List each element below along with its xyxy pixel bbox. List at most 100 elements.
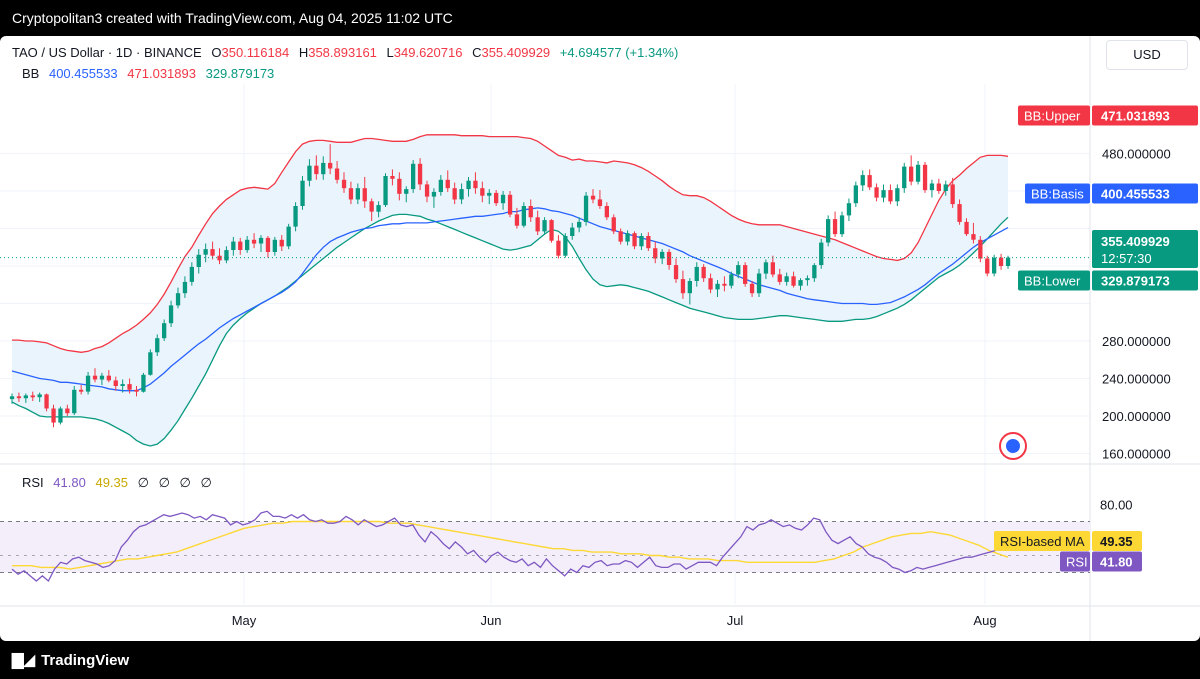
candle-body xyxy=(846,203,852,216)
price-tick-label: 240.000000 xyxy=(1102,372,1171,387)
candle-body xyxy=(666,251,672,265)
candle-body xyxy=(936,183,941,191)
candle-body xyxy=(362,188,367,202)
candle-body xyxy=(895,188,900,202)
current-price-value: 355.409929 xyxy=(1101,234,1170,249)
candle-body xyxy=(85,375,91,392)
candle-body xyxy=(909,166,914,182)
currency-button[interactable]: USD xyxy=(1106,40,1188,70)
change-label: +4.694577 (+1.34%) xyxy=(559,45,679,60)
candle-body xyxy=(736,265,741,275)
candle-body xyxy=(943,184,948,191)
candle-body xyxy=(604,206,609,218)
candle-body xyxy=(687,281,692,294)
symbol-label[interactable]: TAO / US Dollar · 1D · BINANCE xyxy=(12,45,202,60)
candle-body xyxy=(341,179,347,189)
candle-body xyxy=(922,164,928,191)
rsi-tag-label-box xyxy=(1060,551,1090,572)
tag-label-box xyxy=(1018,105,1090,126)
tag-label-box xyxy=(1018,270,1090,291)
price-tick-label: 200.000000 xyxy=(1102,409,1171,424)
candle-body xyxy=(597,199,603,206)
candle-body xyxy=(182,281,188,294)
bb-upper-line xyxy=(12,134,1009,353)
candle-body xyxy=(383,176,388,206)
candle-body xyxy=(563,236,568,256)
candle-body xyxy=(424,184,430,197)
tag-name: BB:Upper xyxy=(1024,109,1081,124)
candle-body xyxy=(162,323,167,339)
candle-body xyxy=(92,375,98,380)
price-tick-label: 480.000000 xyxy=(1102,147,1171,162)
candle-body xyxy=(272,239,277,252)
bb-basis-value: 400.455533 xyxy=(48,66,118,81)
candle-body xyxy=(881,190,886,198)
rsi-line xyxy=(11,510,1009,583)
candle-body xyxy=(521,206,526,226)
current-price-tag[interactable] xyxy=(1092,230,1198,268)
candle-body xyxy=(258,237,264,244)
candle-body xyxy=(466,180,471,190)
chart-svg[interactable]: 160.000000 200.000000 240.000000 280.000000… xyxy=(0,36,1200,641)
candle-body xyxy=(279,239,284,247)
candle-body xyxy=(210,249,215,256)
candle-body xyxy=(168,305,174,324)
candle-body xyxy=(72,389,77,414)
candle-body xyxy=(798,280,803,286)
low-label: L349.620716 xyxy=(386,45,463,60)
candle-body xyxy=(445,179,450,189)
event-flag-core xyxy=(1006,439,1020,453)
candle-body xyxy=(438,179,443,192)
candle-body xyxy=(722,283,727,286)
rsi-tag-value-box xyxy=(1092,551,1142,572)
rsi-legend: RSI 41.80 49.35 ∅ ∅ ∅ ∅ xyxy=(22,475,218,491)
candle-body xyxy=(763,262,769,274)
candle-body xyxy=(404,189,409,194)
rsi-label[interactable]: RSI xyxy=(22,475,44,490)
candle-body xyxy=(556,240,561,256)
candle-body xyxy=(570,227,575,236)
brand-logo: ▇◢ TradingView xyxy=(12,651,129,669)
candle-body xyxy=(120,384,125,386)
tag-value-box xyxy=(1092,270,1198,291)
candle-body xyxy=(127,384,132,390)
candle-body xyxy=(507,194,513,215)
candle-body xyxy=(238,241,243,250)
candle-body xyxy=(397,178,402,194)
candle-body xyxy=(902,166,907,189)
candle-body xyxy=(459,189,464,200)
candle-body xyxy=(756,273,762,294)
candle-body xyxy=(328,162,333,169)
candle-body xyxy=(514,214,520,226)
ohlc-legend: TAO / US Dollar · 1D · BINANCE O350.1161… xyxy=(12,45,684,60)
candle-body xyxy=(148,352,153,375)
candle-body xyxy=(369,201,374,212)
candle-body xyxy=(16,396,22,399)
candle-body xyxy=(79,389,84,392)
candle-body xyxy=(99,375,105,380)
candle-body xyxy=(1005,257,1011,266)
candle-body xyxy=(590,195,596,200)
tradingview-logo-icon: ▇◢ xyxy=(12,652,36,669)
candle-body xyxy=(58,408,63,423)
rsi-tag-name: RSI-based MA xyxy=(1000,534,1085,549)
event-flag-icon[interactable] xyxy=(999,432,1027,460)
candle-body xyxy=(577,221,582,228)
candle-body xyxy=(535,217,540,232)
candle-body xyxy=(9,396,15,400)
candle-body xyxy=(646,236,651,249)
chart-panel[interactable]: 160.000000 200.000000 240.000000 280.000000… xyxy=(0,36,1200,641)
price-tick-label: 160.000000 xyxy=(1102,447,1171,462)
candle-body xyxy=(660,251,665,259)
candle-body xyxy=(251,239,257,244)
candle-body xyxy=(334,168,340,180)
bb-label[interactable]: BB xyxy=(22,66,40,81)
candle-body xyxy=(888,190,893,202)
candle-body xyxy=(487,192,492,196)
high-label: H358.893161 xyxy=(298,45,377,60)
rsi-ma-line xyxy=(12,520,1009,570)
candle-body xyxy=(189,266,194,282)
bb-lower-value: 329.879173 xyxy=(205,66,275,81)
rsi-tag-name: RSI xyxy=(1066,555,1088,570)
candle-body xyxy=(300,180,305,206)
